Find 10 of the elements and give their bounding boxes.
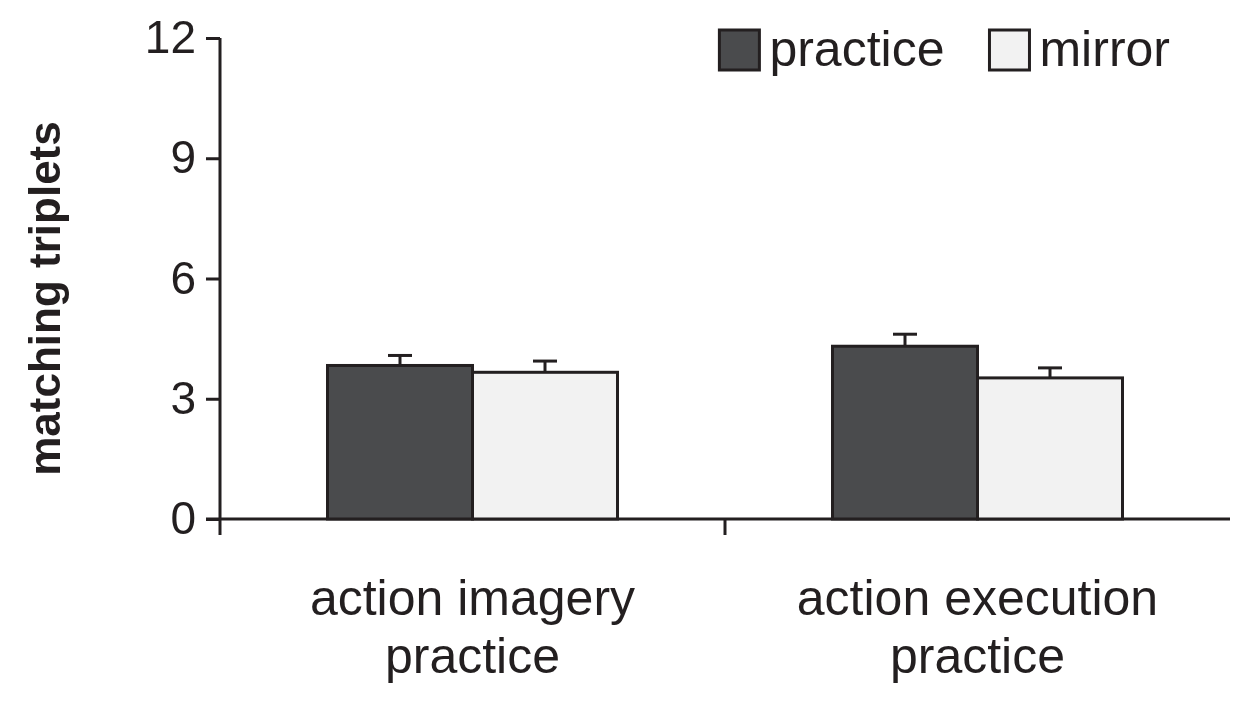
legend-label: mirror [1039, 21, 1170, 77]
y-tick-label: 3 [170, 371, 196, 424]
y-tick-label: 6 [170, 251, 196, 304]
x-tick-label: action execution practice [796, 570, 1159, 684]
y-tick-label: 12 [144, 11, 196, 64]
y-axis-title: matching triplets [20, 121, 69, 476]
legend-label: practice [769, 21, 945, 77]
y-tick-label: 0 [170, 492, 196, 545]
x-tick-label: action imagery practice [309, 570, 636, 684]
y-tick-label: 9 [170, 131, 196, 184]
